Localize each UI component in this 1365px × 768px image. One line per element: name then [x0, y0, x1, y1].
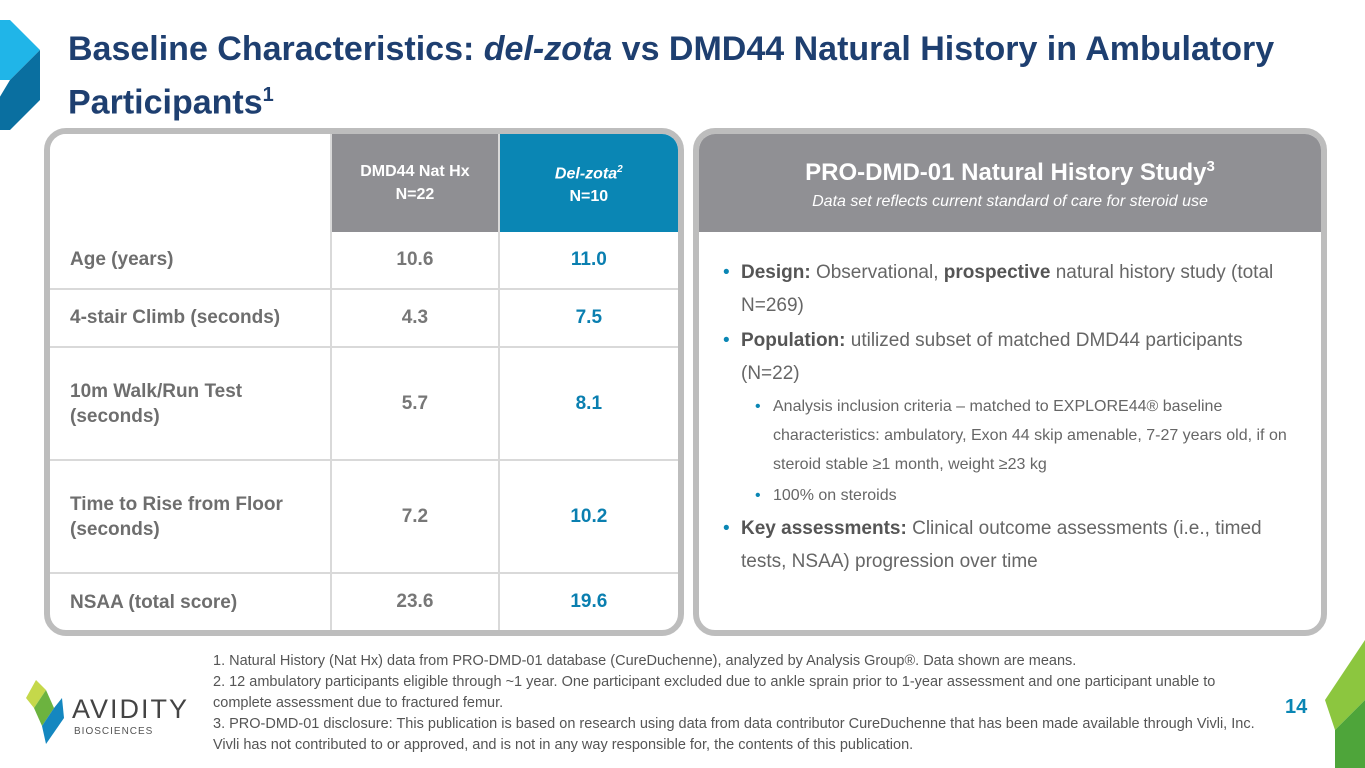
page-title: Baseline Characteristics: del-zota vs DM…: [68, 30, 1275, 122]
page-number: 14: [1285, 696, 1308, 718]
table-row: 4-stair Climb (seconds) 4.3 7.5: [50, 288, 678, 349]
list-item: 100% on steroids: [723, 481, 1291, 510]
list-item: Analysis inclusion criteria – matched to…: [723, 392, 1291, 479]
footnotes: 1. Natural History (Nat Hx) data from PR…: [213, 651, 1273, 756]
table-row: 10m Walk/Run Test (seconds) 5.7 8.1: [50, 347, 678, 462]
study-card: PRO-DMD-01 Natural History Study3 Data s…: [693, 128, 1327, 636]
baseline-table: DMD44 Nat Hx N=22 Del-zota2 N=10 Age (year…: [50, 134, 678, 630]
study-bullets: Design: Observational, prospective natur…: [699, 232, 1321, 578]
table-row: NSAA (total score) 23.6 19.6: [50, 573, 678, 630]
list-item: Population: utilized subset of matched D…: [723, 324, 1291, 390]
study-header: PRO-DMD-01 Natural History Study3 Data s…: [699, 134, 1321, 232]
svg-text:BIOSCIENCES: BIOSCIENCES: [74, 726, 153, 737]
avidity-logo: AVIDITY BIOSCIENCES: [26, 680, 189, 744]
footnote: 3. PRO-DMD-01 disclosure: This publicati…: [213, 716, 1255, 753]
study-subtitle: Data set reflects current standard of ca…: [812, 193, 1208, 210]
footnote: 2. 12 ambulatory participants eligible t…: [213, 674, 1216, 711]
study-title: PRO-DMD-01 Natural History Study3: [805, 158, 1215, 186]
table-header-row: DMD44 Nat Hx N=22 Del-zota2 N=10: [50, 134, 678, 232]
delzota-header: Del-zota2 N=10: [498, 134, 678, 232]
footnote: 1. Natural History (Nat Hx) data from PR…: [213, 653, 1077, 669]
table-row: Time to Rise from Floor (seconds) 7.2 10.2: [50, 460, 678, 575]
table-row: Age (years) 10.6 11.0: [50, 232, 678, 290]
corner-decoration-icon: [0, 20, 40, 130]
nathx-header: DMD44 Nat Hx N=22: [331, 134, 500, 232]
corner-decoration-icon: [1325, 640, 1365, 768]
baseline-table-card: DMD44 Nat Hx N=22 Del-zota2 N=10 Age (year…: [44, 128, 684, 636]
svg-text:AVIDITY: AVIDITY: [72, 694, 189, 724]
list-item: Key assessments: Clinical outcome assess…: [723, 512, 1291, 578]
list-item: Design: Observational, prospective natur…: [723, 256, 1291, 322]
